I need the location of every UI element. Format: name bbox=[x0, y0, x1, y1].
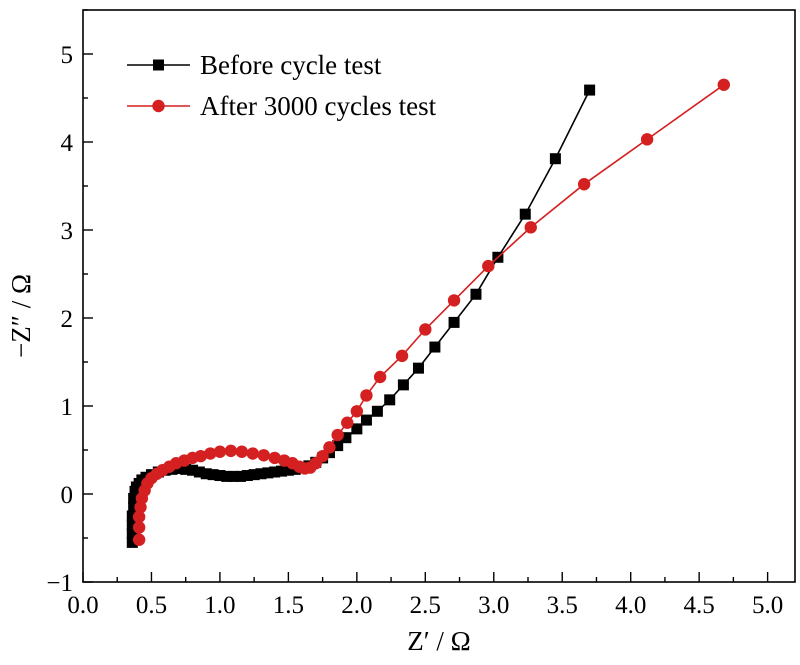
data-point-circle bbox=[204, 447, 217, 460]
x-axis-title: Z′ / Ω bbox=[407, 626, 470, 656]
data-point-circle bbox=[350, 405, 364, 418]
x-tick-label: 4.0 bbox=[615, 592, 646, 619]
x-axis-ticks: 0.0 0.5 1.0 1.5 2.0 2.5 3.0 3.5 4.0 4.5 5.0 bbox=[67, 572, 783, 619]
series-2 bbox=[132, 78, 730, 546]
data-point-square bbox=[126, 519, 138, 531]
series-layer bbox=[126, 78, 730, 548]
data-point-square bbox=[332, 440, 344, 452]
data-point-circle bbox=[331, 428, 344, 442]
data-point-square bbox=[276, 465, 288, 477]
data-point-circle bbox=[224, 444, 238, 458]
data-point-square bbox=[200, 468, 212, 480]
x-tick-label: 0.0 bbox=[67, 592, 98, 619]
plot-frame bbox=[82, 9, 796, 583]
y-tick-label: −1 bbox=[46, 570, 73, 597]
data-point-square bbox=[126, 528, 138, 540]
legend-label: Before cycle test bbox=[200, 50, 382, 80]
x-tick-label: 2.0 bbox=[341, 592, 372, 619]
data-point-circle bbox=[577, 178, 591, 191]
data-point-square bbox=[262, 467, 274, 479]
x-tick-label: 3.5 bbox=[547, 592, 578, 619]
data-point-circle bbox=[373, 370, 387, 384]
data-point-circle bbox=[268, 451, 281, 465]
data-point-square bbox=[429, 341, 441, 353]
x-tick-label: 1.5 bbox=[273, 592, 304, 619]
data-point-circle bbox=[482, 259, 495, 273]
data-point-square bbox=[519, 208, 531, 220]
data-point-circle bbox=[323, 441, 336, 454]
data-point-circle bbox=[316, 449, 329, 463]
data-point-square bbox=[282, 464, 294, 476]
data-point-circle bbox=[132, 521, 146, 534]
data-point-square bbox=[248, 469, 260, 481]
y-tick-label: 5 bbox=[61, 42, 74, 69]
data-point-circle bbox=[235, 445, 249, 458]
data-point-square bbox=[180, 463, 192, 475]
data-point-square bbox=[126, 536, 138, 548]
data-point-square bbox=[549, 153, 561, 165]
y-tick-label: 0 bbox=[61, 482, 74, 509]
legend-label: After 3000 cycles test bbox=[200, 91, 437, 121]
data-point-circle bbox=[524, 221, 537, 234]
series-1 bbox=[126, 84, 596, 548]
data-point-circle bbox=[395, 349, 409, 363]
data-point-square bbox=[241, 470, 253, 482]
data-point-circle bbox=[132, 533, 146, 546]
data-point-square bbox=[397, 379, 409, 391]
data-point-square bbox=[584, 84, 596, 96]
data-point-square bbox=[128, 501, 140, 513]
x-tick-label: 0.5 bbox=[136, 592, 167, 619]
data-point-circle bbox=[132, 510, 146, 524]
data-point-square bbox=[384, 394, 396, 406]
y-tick-label: 2 bbox=[61, 306, 74, 333]
legend-marker-circle bbox=[152, 99, 165, 113]
y-axis-title: −Z″ / Ω bbox=[6, 274, 36, 358]
data-point-square bbox=[234, 470, 246, 482]
x-tick-label: 4.5 bbox=[684, 592, 715, 619]
data-point-square bbox=[470, 288, 482, 300]
data-point-square bbox=[340, 432, 352, 444]
data-point-circle bbox=[447, 294, 461, 307]
data-point-square bbox=[371, 405, 383, 417]
x-tick-label: 1.0 bbox=[204, 592, 235, 619]
data-point-square bbox=[207, 469, 219, 481]
data-point-square bbox=[228, 470, 240, 482]
data-point-circle bbox=[257, 449, 270, 462]
data-point-circle bbox=[341, 416, 354, 429]
data-point-square bbox=[128, 492, 140, 504]
data-point-circle bbox=[419, 323, 432, 336]
data-point-circle bbox=[246, 447, 259, 460]
data-point-square bbox=[360, 414, 372, 426]
legend: Before cycle test After 3000 cycles test bbox=[127, 50, 437, 121]
y-axis-ticks: −1 0 1 2 3 4 5 bbox=[46, 9, 93, 597]
data-point-square bbox=[255, 468, 267, 480]
data-point-square bbox=[214, 470, 226, 482]
data-point-square bbox=[193, 466, 205, 478]
data-point-circle bbox=[213, 445, 227, 458]
data-point-square bbox=[221, 470, 233, 482]
x-tick-label: 2.5 bbox=[410, 592, 441, 619]
data-point-square bbox=[187, 464, 199, 476]
data-point-square bbox=[351, 423, 363, 435]
data-point-circle bbox=[717, 78, 730, 92]
data-point-circle bbox=[194, 449, 207, 463]
data-point-square bbox=[448, 316, 460, 328]
data-point-square bbox=[269, 466, 281, 478]
x-tick-label: 5.0 bbox=[752, 592, 783, 619]
x-tick-label: 3.0 bbox=[478, 592, 509, 619]
data-point-square bbox=[412, 362, 424, 374]
data-point-circle bbox=[360, 389, 373, 402]
y-tick-label: 1 bbox=[61, 394, 74, 421]
y-tick-label: 4 bbox=[61, 130, 74, 157]
data-point-circle bbox=[640, 133, 654, 146]
y-tick-label: 3 bbox=[61, 218, 74, 245]
data-point-square bbox=[126, 510, 138, 522]
legend-marker-square bbox=[153, 59, 164, 71]
